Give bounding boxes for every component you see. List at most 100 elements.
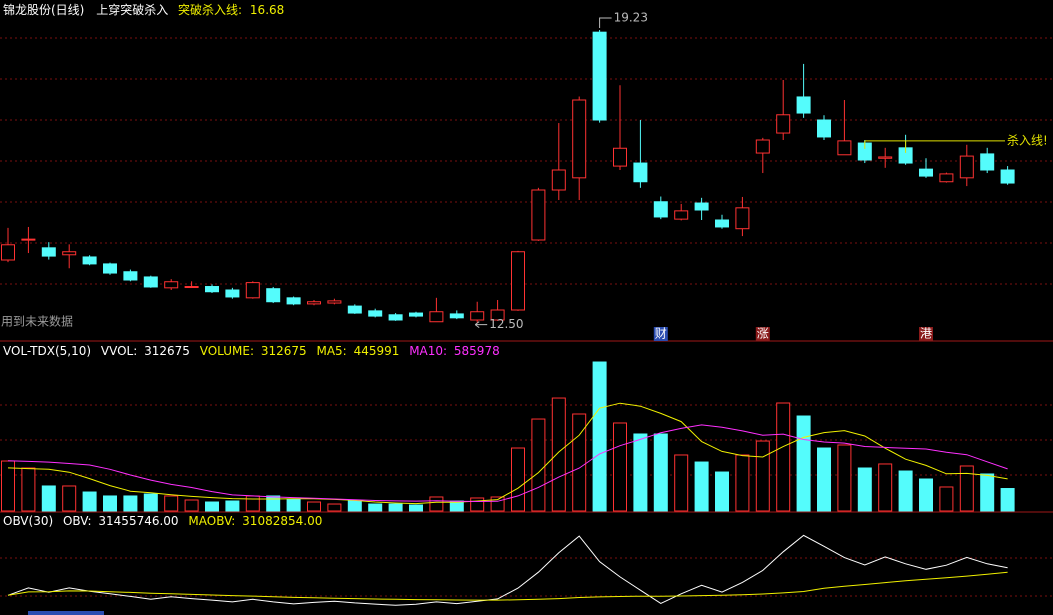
candle-body xyxy=(266,288,281,303)
indicator: OBV(30) xyxy=(3,514,53,528)
volume-bar xyxy=(878,463,893,512)
volume-bar xyxy=(633,433,648,512)
candle-body xyxy=(307,301,321,305)
volume-bar xyxy=(103,495,117,512)
candle-body xyxy=(735,207,750,230)
volume-bar xyxy=(409,504,423,512)
volume-bar xyxy=(62,485,77,512)
candle-body xyxy=(551,169,566,191)
volume-bar xyxy=(184,499,199,512)
volume-bar xyxy=(735,454,750,512)
legend-value: 31082854.00 xyxy=(242,514,322,528)
high-label: 19.23 xyxy=(614,11,648,25)
candle-body xyxy=(511,251,525,311)
legend-value: 312675 xyxy=(144,344,190,358)
volume-bar xyxy=(776,402,791,512)
candle-body xyxy=(531,189,546,241)
volume-bar xyxy=(919,478,933,512)
candle-body xyxy=(205,286,219,293)
volume-bar xyxy=(347,500,362,512)
volume-bar xyxy=(82,491,97,512)
kill-line-label: 突破杀入线: xyxy=(178,2,242,17)
candle-body xyxy=(939,173,954,183)
legend-label: MA10: xyxy=(409,344,447,358)
obv-header: OBV(30) OBV: 31455746.00 MAOBV: 31082854… xyxy=(3,514,322,528)
title: 锦龙股份(日线) xyxy=(3,3,84,17)
volume-bar xyxy=(980,473,995,512)
volume-bar xyxy=(674,454,689,512)
legend-label: VOLUME: xyxy=(200,344,254,358)
candle-body xyxy=(694,202,709,211)
volume-bar xyxy=(143,493,158,512)
volume-bar xyxy=(939,486,954,512)
legend-label: OBV: xyxy=(63,514,92,528)
volume-bar xyxy=(266,495,281,512)
candle-body xyxy=(653,201,668,218)
volume-bar xyxy=(715,471,729,512)
legend-value: 312675 xyxy=(261,344,307,358)
legend-value: 445991 xyxy=(354,344,400,358)
candle-body xyxy=(82,256,97,265)
candle-body xyxy=(21,238,36,241)
volume-bar xyxy=(511,447,525,512)
volume-bar xyxy=(429,496,444,512)
legend-value: 585978 xyxy=(454,344,500,358)
event-badge xyxy=(755,327,770,341)
candle-body xyxy=(878,156,893,159)
event-label: 港 xyxy=(920,327,932,341)
volume-bar xyxy=(613,422,627,512)
volume-bar xyxy=(164,495,179,512)
volume-bar xyxy=(1000,488,1015,512)
volume-bar xyxy=(470,497,485,512)
legend-label: VVOL: xyxy=(101,344,137,358)
price-header: 锦龙股份(日线) 上穿突破杀入 突破杀入线: 16.68 xyxy=(3,2,284,17)
volume-bar xyxy=(531,418,546,512)
candle-body xyxy=(225,289,240,298)
candle-body xyxy=(715,219,729,228)
candle-body xyxy=(817,119,831,138)
candle-body xyxy=(755,139,770,154)
candle-body xyxy=(776,114,791,134)
event-label: 财 xyxy=(655,327,667,341)
volume-bar xyxy=(796,415,811,512)
volume-bar xyxy=(41,485,56,512)
event-badge xyxy=(919,327,933,341)
kill-line-text: 杀入线! xyxy=(1007,132,1048,147)
candle-body xyxy=(429,311,444,323)
volume-bar xyxy=(205,501,219,512)
scrollbar[interactable] xyxy=(28,611,104,615)
volume-bar xyxy=(817,447,831,512)
candle-body xyxy=(409,312,423,317)
volume-bar xyxy=(653,433,668,512)
candle-body xyxy=(1,244,15,261)
volume-bar xyxy=(123,495,138,512)
candle-body xyxy=(245,282,260,299)
volume-bar xyxy=(307,501,321,512)
candle-body xyxy=(919,168,933,177)
low-pointer xyxy=(474,321,488,329)
grid xyxy=(0,37,1053,615)
candle-body xyxy=(327,300,342,304)
high-pointer xyxy=(599,17,612,28)
volume-bar xyxy=(286,498,301,512)
kill-line-value: 16.68 xyxy=(250,3,284,17)
candle-body xyxy=(613,147,627,167)
candle-body xyxy=(184,286,199,289)
candle-body xyxy=(123,271,138,281)
volume-bar xyxy=(388,503,403,512)
volume-bar xyxy=(327,503,342,512)
volume-header: VOL-TDX(5,10) VVOL: 312675 VOLUME: 31267… xyxy=(3,344,500,358)
volume-bar xyxy=(225,500,240,512)
indicator: VOL-TDX(5,10) xyxy=(3,344,91,358)
candle-body xyxy=(41,247,56,257)
candle-body xyxy=(633,162,648,183)
candle-body xyxy=(388,314,403,321)
volume-bar xyxy=(21,467,36,512)
candle-body xyxy=(143,276,158,288)
note: 用到未来数据 xyxy=(1,314,73,329)
volume-bar xyxy=(837,444,852,512)
event-badge xyxy=(653,327,668,341)
candle-body xyxy=(592,31,607,121)
candle-body xyxy=(572,99,587,179)
